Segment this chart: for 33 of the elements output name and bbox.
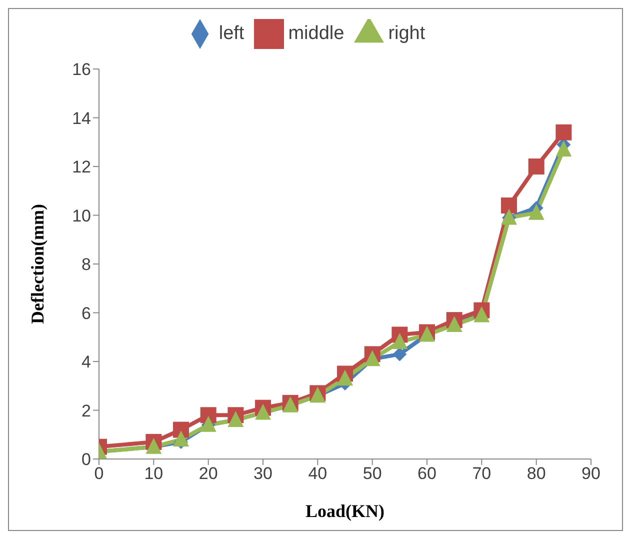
- y-tick-label: 8: [82, 255, 91, 274]
- y-tick-label: 16: [72, 60, 91, 80]
- point: [556, 124, 572, 140]
- point: [501, 198, 517, 214]
- x-tick-label: 90: [582, 464, 600, 484]
- y-tick-label: 2: [82, 401, 91, 420]
- x-tick-label: 50: [362, 464, 382, 484]
- x-tick-label: 20: [198, 464, 218, 484]
- point: [556, 140, 572, 156]
- y-tick-label: 6: [82, 304, 91, 323]
- point: [392, 347, 407, 362]
- point: [446, 316, 462, 332]
- y-tick-label: 10: [72, 206, 91, 226]
- legend-label: left: [218, 23, 244, 44]
- legend-label: right: [388, 23, 426, 44]
- point: [337, 370, 353, 386]
- x-tick-label: 80: [526, 464, 546, 484]
- point: [528, 204, 544, 220]
- x-tick-label: 40: [308, 464, 328, 484]
- legend-label: middle: [288, 23, 344, 44]
- x-tick-label: 30: [254, 464, 272, 484]
- x-tick-label: 60: [418, 464, 436, 484]
- x-tick-label: 70: [472, 464, 492, 484]
- x-tick-label: 0: [94, 464, 104, 484]
- y-tick-label: 14: [72, 108, 91, 128]
- y-axis-title: Deflection(mm): [27, 204, 48, 324]
- point: [528, 158, 544, 174]
- y-tick-label: 0: [82, 450, 91, 470]
- x-tick-label: 10: [144, 464, 164, 484]
- y-tick-label: 12: [72, 158, 91, 177]
- point: [392, 333, 408, 349]
- x-axis-title: Load(KN): [305, 501, 385, 521]
- y-tick-label: 4: [82, 352, 91, 372]
